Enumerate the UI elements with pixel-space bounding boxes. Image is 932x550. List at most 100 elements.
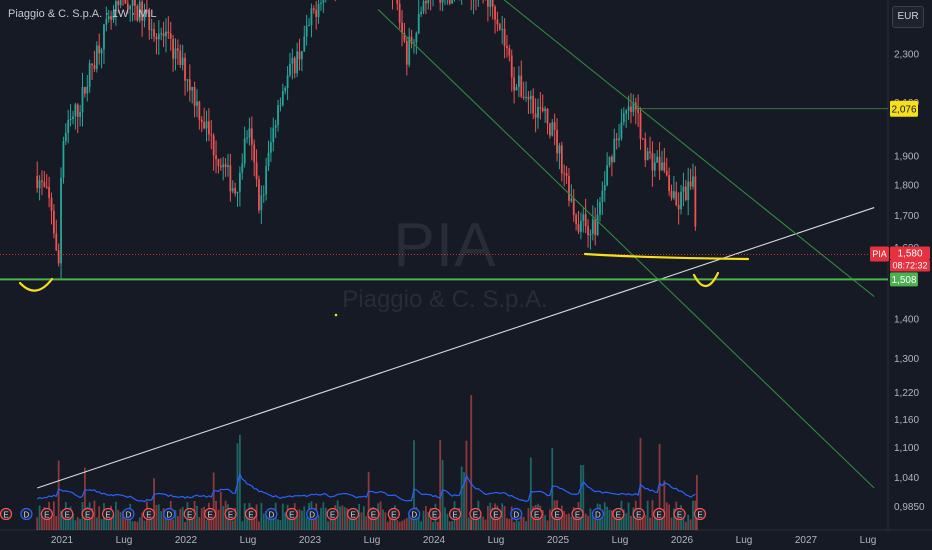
- event-marker-circle: [163, 507, 176, 521]
- volume-bar: [441, 460, 444, 530]
- volume-bar: [57, 460, 60, 530]
- candle-body: [281, 91, 284, 106]
- volume-bar: [422, 510, 425, 530]
- event-marker-circle: [632, 507, 645, 521]
- candle-body: [200, 119, 203, 123]
- candle-body: [548, 123, 551, 136]
- event-marker-circle: [428, 507, 441, 521]
- event-marker-label: E: [391, 511, 396, 520]
- candle-body: [105, 18, 108, 25]
- event-marker-label: E: [187, 511, 192, 520]
- candle-body: [300, 51, 303, 60]
- candle-body: [172, 38, 175, 59]
- event-marker-circle: [530, 507, 543, 521]
- candle-body: [267, 152, 270, 167]
- candle-body: [672, 191, 675, 199]
- candle-body: [675, 191, 678, 206]
- event-marker-circle: [489, 507, 502, 521]
- volume-bar: [343, 507, 346, 530]
- event-marker-circle: [673, 507, 686, 521]
- volume-bar: [579, 465, 582, 530]
- event-marker-circle: [122, 507, 135, 521]
- candle-body: [665, 170, 668, 176]
- candle-body: [579, 220, 582, 232]
- candle-body: [625, 110, 628, 114]
- candle-body: [568, 175, 570, 201]
- event-marker: E: [81, 507, 94, 521]
- volume-bar: [367, 471, 370, 530]
- candle-body: [241, 163, 244, 173]
- candle-body: [572, 198, 575, 216]
- price-tick-label: 1,160: [894, 415, 919, 426]
- volume-bar: [212, 472, 215, 530]
- candle-body: [427, 0, 430, 4]
- event-marker-circle: [591, 507, 605, 521]
- candle-body: [265, 166, 268, 195]
- candle-body: [627, 106, 630, 111]
- candle-body: [503, 28, 506, 47]
- time-tick-label: 2023: [299, 535, 322, 546]
- volume-bar: [346, 508, 349, 530]
- volume-bar: [327, 521, 330, 530]
- event-marker-label: E: [289, 511, 294, 520]
- event-marker: E: [428, 507, 441, 521]
- candle-body: [594, 219, 597, 236]
- candle-body: [689, 181, 692, 187]
- candle-body: [284, 87, 287, 92]
- candle-body: [565, 173, 568, 176]
- candle-body: [403, 32, 406, 41]
- event-marker: E: [612, 507, 625, 521]
- candle-body: [134, 0, 136, 6]
- candle-body: [43, 182, 46, 187]
- candle-body: [551, 122, 554, 136]
- candle-body: [622, 113, 625, 123]
- candle-body: [448, 0, 451, 4]
- volume-bar: [475, 516, 477, 530]
- annotations: [18, 252, 750, 292]
- volume-bar: [591, 516, 594, 530]
- candle-body: [67, 119, 70, 134]
- candle-body: [184, 57, 186, 81]
- candle-body: [639, 112, 642, 139]
- currency-button[interactable]: EUR: [892, 6, 924, 28]
- volume-bar: [677, 519, 680, 530]
- volume-bar: [582, 465, 585, 530]
- volume-bar: [470, 395, 473, 530]
- volume-bar: [203, 506, 206, 530]
- event-marker-circle: [612, 507, 625, 521]
- candle-body: [55, 233, 58, 251]
- volume-bar: [60, 510, 62, 530]
- event-marker: E: [0, 507, 13, 521]
- volume-bar: [79, 518, 82, 530]
- event-marker: D: [20, 507, 33, 521]
- candle-body: [544, 108, 547, 111]
- volume-bar: [360, 512, 363, 530]
- volume-bar: [622, 509, 625, 530]
- price-tick-label: 1,400: [894, 315, 919, 326]
- event-marker-label: E: [493, 511, 498, 520]
- candle-body: [610, 156, 613, 163]
- volume-bar: [391, 509, 394, 530]
- volume-bar: [546, 520, 549, 530]
- candle-body: [79, 112, 82, 117]
- event-marker-circle: [510, 507, 523, 521]
- candle-body: [255, 162, 258, 180]
- event-marker-circle: [367, 507, 380, 521]
- volume-bar: [615, 510, 618, 530]
- candle-body: [420, 11, 423, 14]
- candle-body: [212, 135, 215, 156]
- candle-body: [117, 1, 120, 6]
- volume-bar: [162, 508, 165, 530]
- volume-bar: [210, 517, 213, 530]
- candle-body: [298, 51, 301, 60]
- candle-body: [107, 16, 110, 19]
- event-marker-label: E: [616, 511, 621, 520]
- candle-body: [176, 48, 179, 51]
- event-marker-circle: [142, 507, 155, 521]
- candle-body: [110, 16, 113, 20]
- candle-body: [41, 180, 43, 183]
- candle-body: [641, 138, 644, 140]
- volume-bar: [606, 506, 609, 530]
- candle-body: [269, 142, 272, 153]
